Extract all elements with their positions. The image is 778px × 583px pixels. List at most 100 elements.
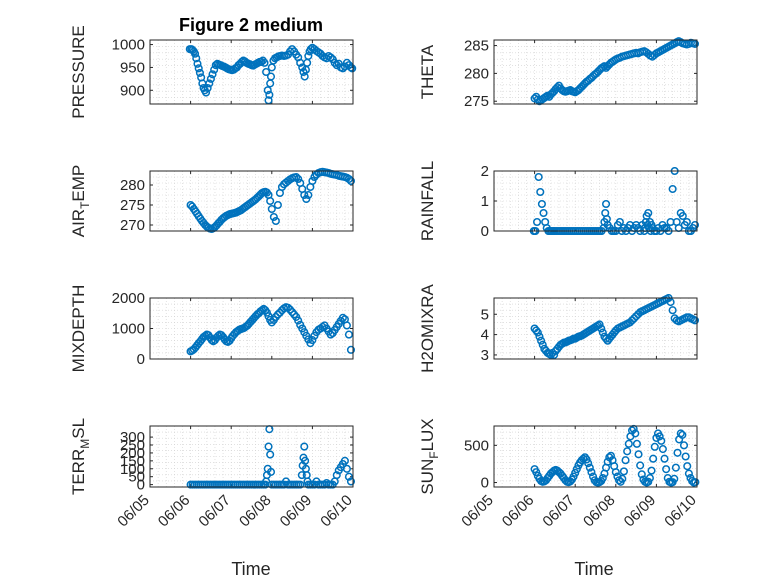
- data-point: [572, 465, 581, 474]
- data-point: [346, 176, 356, 186]
- data-point: [205, 79, 214, 88]
- data-point: [579, 454, 588, 463]
- data-point: [342, 58, 351, 67]
- y-tick-label: 0: [481, 475, 489, 492]
- data-point: [587, 468, 596, 477]
- data-point: [537, 336, 546, 345]
- x-tick-label: 06/08: [580, 492, 619, 531]
- y-tick-label: 280: [120, 177, 145, 194]
- data-point: [602, 199, 611, 209]
- data-point: [670, 474, 679, 483]
- series-markers: [186, 303, 356, 356]
- data-point: [644, 477, 653, 486]
- y-tick-label: 150: [120, 453, 145, 470]
- x-axis-label-left: Time: [231, 559, 270, 579]
- data-point: [273, 200, 282, 210]
- data-point: [318, 322, 327, 332]
- data-point: [534, 172, 543, 182]
- data-point: [615, 217, 624, 227]
- data-point: [292, 172, 301, 182]
- data-point: [678, 211, 687, 221]
- chart-title: Figure 2 medium: [179, 15, 323, 35]
- y-axis-label: RAINFALL: [418, 161, 437, 241]
- data-point: [536, 187, 545, 197]
- y-tick-label: 3: [481, 347, 489, 364]
- y-tick-label: 275: [464, 93, 489, 110]
- series-markers: [186, 425, 356, 489]
- panel-rainfall: 0 1 2 RAINFALL: [418, 161, 700, 241]
- data-point: [676, 429, 685, 438]
- series-markers: [530, 424, 700, 487]
- axes-box: [493, 297, 698, 360]
- data-point: [263, 86, 272, 95]
- series-markers: [186, 167, 356, 234]
- data-point: [294, 316, 303, 325]
- data-point: [297, 471, 306, 480]
- data-point: [300, 190, 309, 200]
- data-point: [344, 330, 353, 339]
- data-point: [690, 220, 700, 230]
- y-tick-label: 300: [120, 429, 145, 446]
- data-point: [598, 474, 607, 483]
- data-point: [191, 49, 200, 58]
- series-markers: [530, 294, 700, 359]
- data-point: [644, 208, 653, 218]
- data-point: [340, 456, 349, 465]
- panel-theta: 275 280 285 THETA: [418, 37, 700, 110]
- data-point: [342, 321, 351, 330]
- panel-pressure: 900 950 1000 PRESSURE: [69, 25, 357, 119]
- y-tick-label: 280: [464, 65, 489, 82]
- data-point: [195, 68, 204, 77]
- y-axis-label: AIRTEMP: [69, 165, 92, 238]
- data-point: [550, 350, 559, 359]
- data-point: [330, 58, 339, 67]
- data-point: [666, 298, 675, 307]
- series-markers: [530, 37, 700, 106]
- y-tick-label: 270: [120, 217, 145, 234]
- y-axis-label: MIXDEPTH: [69, 285, 88, 373]
- y-tick-label: 275: [120, 197, 145, 214]
- data-point: [660, 454, 669, 463]
- data-point: [214, 331, 223, 340]
- y-tick-label: 900: [120, 82, 145, 99]
- x-tick-label: 06/10: [661, 492, 700, 531]
- x-tick-label: 06/06: [155, 492, 194, 531]
- axes-box: [493, 425, 698, 488]
- data-point: [634, 450, 643, 459]
- data-point: [636, 461, 645, 470]
- data-point: [283, 303, 293, 312]
- y-axis-label: H2OMIXRA: [418, 283, 437, 372]
- data-point: [668, 184, 677, 194]
- data-point: [582, 455, 591, 464]
- data-point: [621, 456, 630, 465]
- data-point: [632, 312, 641, 321]
- data-point: [273, 310, 282, 319]
- axes-box: [149, 297, 354, 360]
- data-point: [546, 350, 555, 359]
- data-point: [655, 432, 664, 441]
- data-point: [606, 451, 615, 460]
- data-point: [348, 64, 357, 73]
- data-point: [326, 53, 335, 62]
- data-point: [346, 477, 356, 486]
- data-point: [619, 467, 628, 476]
- y-tick-label: 200: [120, 445, 145, 462]
- data-point: [690, 39, 700, 48]
- data-point: [206, 74, 215, 83]
- data-point: [571, 468, 580, 477]
- data-point: [267, 204, 276, 214]
- data-point: [624, 439, 633, 448]
- y-tick-label: 2000: [112, 290, 145, 307]
- data-point: [631, 429, 640, 438]
- data-point: [597, 324, 606, 333]
- data-point: [678, 430, 687, 439]
- data-point: [602, 334, 611, 343]
- panel-mixdepth: 0 1000 2000 MIXDEPTH: [69, 285, 356, 373]
- x-tick-label: 06/09: [621, 492, 660, 531]
- data-point: [210, 65, 219, 74]
- data-point: [262, 67, 271, 77]
- panel-h2omixra: 3 4 5 H2OMIXRA: [418, 283, 700, 373]
- data-point: [304, 51, 313, 61]
- data-point: [668, 306, 677, 315]
- y-axis-label: SUNFLUX: [418, 418, 441, 494]
